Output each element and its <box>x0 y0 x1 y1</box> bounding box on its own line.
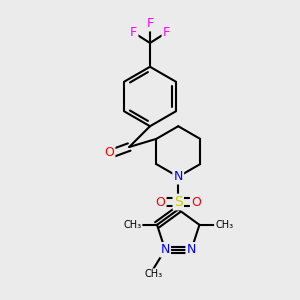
Text: CH₃: CH₃ <box>215 220 233 230</box>
Text: N: N <box>160 243 170 256</box>
Text: F: F <box>163 26 170 39</box>
Text: O: O <box>104 146 114 160</box>
Text: CH₃: CH₃ <box>123 220 141 230</box>
Text: F: F <box>130 26 137 39</box>
Text: O: O <box>191 196 201 208</box>
Text: F: F <box>146 17 154 30</box>
Text: S: S <box>174 195 183 209</box>
Text: N: N <box>173 170 183 183</box>
Text: CH₃: CH₃ <box>144 269 162 279</box>
Text: N: N <box>187 243 196 256</box>
Text: O: O <box>155 196 165 208</box>
